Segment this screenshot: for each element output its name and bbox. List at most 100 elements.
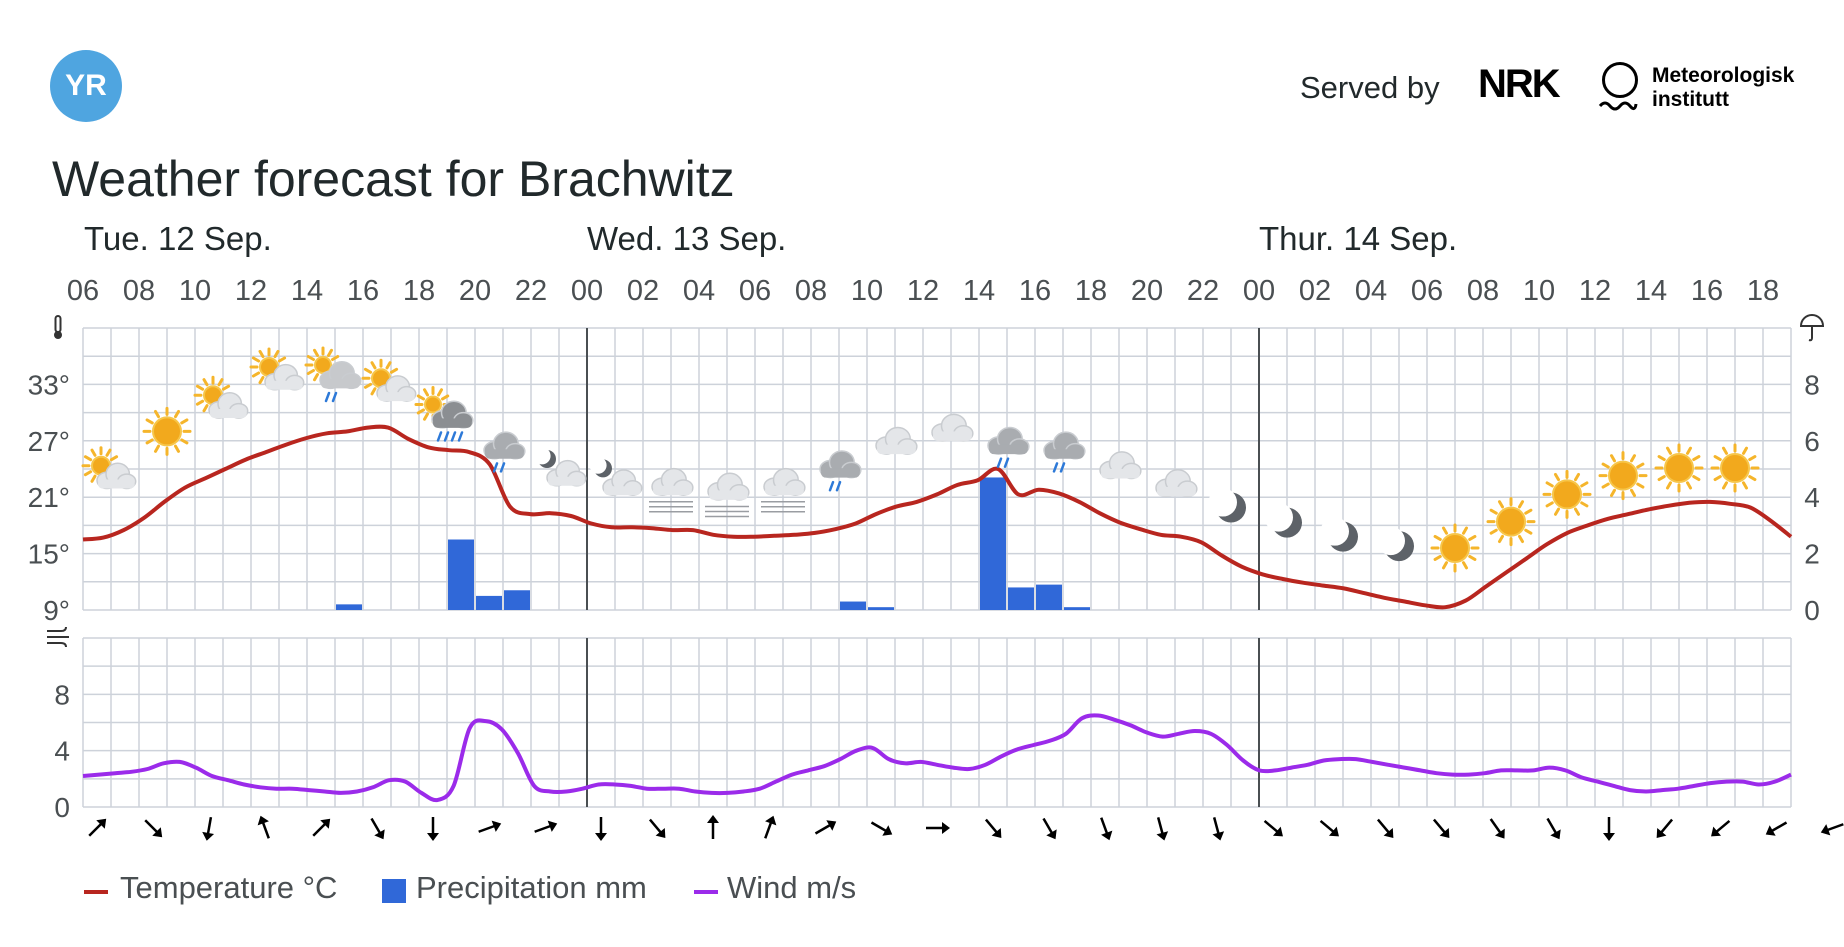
legend-precipitation: Precipitation mm bbox=[416, 870, 647, 906]
arrow-head bbox=[1820, 824, 1831, 836]
raindrop bbox=[996, 457, 1003, 468]
wind-direction-arrow-icon bbox=[1656, 818, 1674, 838]
partly-cloudy-day-icon bbox=[81, 446, 137, 490]
day-label: Wed. 13 Sep. bbox=[587, 220, 786, 257]
moon-icon bbox=[1376, 526, 1414, 562]
precip-tick-label: 6 bbox=[1804, 426, 1820, 457]
precipitation-bar bbox=[980, 477, 1006, 610]
met-logo-line2: institutt bbox=[1652, 88, 1729, 111]
sun-disc bbox=[424, 395, 442, 414]
sun-ray bbox=[1630, 454, 1636, 463]
sun-ray bbox=[1686, 446, 1692, 455]
arrow-head bbox=[1603, 833, 1615, 841]
arrow-head bbox=[1101, 830, 1113, 841]
sun-ray bbox=[1666, 446, 1672, 455]
wind-tick-label: 0 bbox=[54, 792, 70, 823]
served-by-label: Served by bbox=[1300, 70, 1440, 105]
sun-ray bbox=[277, 356, 287, 363]
sun-ray bbox=[1713, 475, 1722, 482]
sun-ray bbox=[1433, 534, 1442, 541]
moon-icon bbox=[1264, 503, 1302, 538]
temperature-line bbox=[82, 424, 1793, 610]
hour-tick-label: 06 bbox=[67, 275, 99, 307]
sun-ray bbox=[1748, 455, 1757, 462]
sun-ray bbox=[1666, 481, 1672, 490]
wind-direction-arrow-icon bbox=[1376, 818, 1394, 838]
sun-ray bbox=[1692, 455, 1701, 462]
sun-ray bbox=[273, 349, 280, 359]
cloud-base bbox=[1044, 449, 1084, 459]
wind-direction-arrow-icon bbox=[814, 820, 837, 835]
day-label: Tue. 12 Sep. bbox=[84, 220, 272, 257]
wind-direction-arrow-icon bbox=[534, 820, 558, 833]
raindrop bbox=[499, 462, 506, 473]
sun-ray bbox=[1518, 500, 1524, 509]
raindrop bbox=[835, 480, 842, 492]
sun-ray bbox=[1433, 554, 1442, 561]
sun-ray bbox=[1489, 508, 1498, 515]
arrow-head bbox=[1550, 829, 1561, 840]
arrow-head bbox=[96, 818, 107, 829]
arrow-head bbox=[826, 820, 837, 831]
wind-direction-arrow-icon bbox=[870, 821, 893, 836]
sun-ray bbox=[370, 361, 377, 370]
wind-direction-arrow-icon bbox=[1603, 817, 1615, 841]
sun-ray bbox=[251, 356, 261, 363]
precip-tick-label: 4 bbox=[1804, 482, 1820, 513]
wind-direction-arrow-icon bbox=[1319, 819, 1339, 837]
raindrop bbox=[331, 391, 338, 403]
arrow-head bbox=[1156, 831, 1169, 841]
cloud-icon bbox=[1155, 469, 1198, 498]
hour-tick-label: 18 bbox=[403, 275, 435, 307]
arrow-head bbox=[595, 833, 607, 841]
nrk-logo[interactable]: NRK bbox=[1478, 62, 1561, 106]
sun-ray bbox=[180, 438, 189, 445]
wind-direction-arrow-icon bbox=[370, 817, 385, 840]
sun-ray bbox=[145, 418, 154, 425]
partly-cloudy-day-icon bbox=[361, 358, 417, 402]
temp-tick-label: 21° bbox=[28, 482, 70, 513]
wind-direction-arrow-icon bbox=[1546, 817, 1561, 840]
sun-ray bbox=[1742, 446, 1748, 455]
sun-ray bbox=[1545, 501, 1554, 508]
sun-ray bbox=[180, 418, 189, 425]
arrow-head bbox=[1046, 829, 1057, 840]
sun-disc bbox=[1664, 453, 1694, 484]
yr-logo[interactable]: YR bbox=[50, 50, 122, 122]
sun-ray bbox=[1610, 454, 1616, 463]
wind-direction-arrow-icon bbox=[427, 817, 439, 841]
sun-ray bbox=[1462, 561, 1468, 570]
wind-direction-arrow-icon bbox=[478, 820, 502, 833]
arrow-head bbox=[882, 825, 893, 836]
wind-tick-label: 8 bbox=[54, 679, 70, 710]
sun-ray bbox=[154, 409, 160, 419]
arrow-head bbox=[1439, 827, 1450, 838]
arrow-head bbox=[1383, 827, 1394, 838]
sun-disc bbox=[1720, 453, 1750, 484]
arrow-head bbox=[765, 815, 777, 826]
arrow-head bbox=[1711, 826, 1722, 837]
partly-cloudy-day-icon bbox=[249, 347, 305, 391]
arrow-head bbox=[427, 833, 439, 841]
sun-ray bbox=[202, 378, 209, 387]
hour-tick-label: 10 bbox=[179, 275, 211, 307]
hour-tick-label: 08 bbox=[795, 275, 827, 307]
sun-ray bbox=[437, 388, 443, 397]
precipitation-bar bbox=[448, 539, 474, 610]
wind-direction-arrow-icon bbox=[648, 818, 666, 838]
sun-disc bbox=[1440, 532, 1470, 563]
wind-direction-arrow-icon bbox=[926, 822, 950, 834]
sun-ray bbox=[423, 412, 429, 421]
arrow-head bbox=[1656, 827, 1667, 838]
raindrop bbox=[457, 431, 464, 442]
sun-ray bbox=[1601, 462, 1610, 469]
hour-tick-label: 18 bbox=[1747, 275, 1779, 307]
hour-tick-label: 00 bbox=[571, 275, 603, 307]
sun-ray bbox=[1489, 528, 1498, 535]
sun-ray bbox=[154, 444, 160, 453]
sun-ray bbox=[1636, 482, 1645, 489]
sun-ray bbox=[1498, 500, 1504, 509]
sun-disc bbox=[1608, 460, 1638, 491]
hour-tick-label: 06 bbox=[739, 275, 771, 307]
sun-ray bbox=[331, 355, 340, 361]
